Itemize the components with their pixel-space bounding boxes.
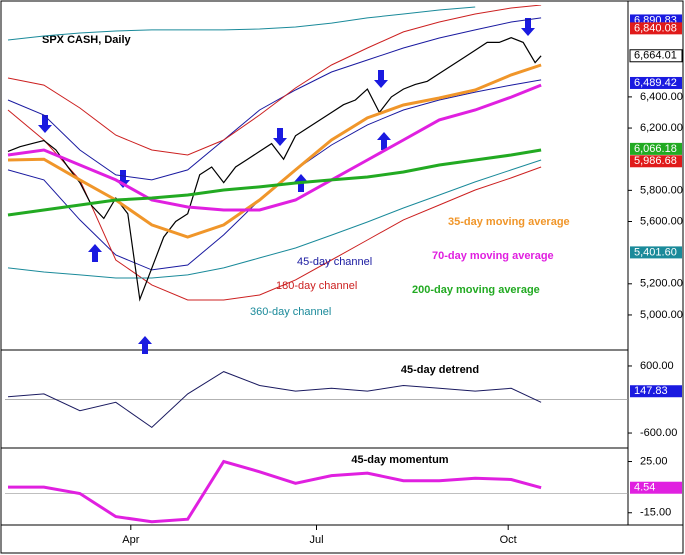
y-tick-label: 600.00 <box>640 360 674 372</box>
price-badge-label: 5,401.60 <box>634 246 677 258</box>
price-badge-label: 6,489.42 <box>634 77 677 89</box>
y-tick-label: 5,800.00 <box>640 184 683 196</box>
channel-label: 180-day channel <box>276 280 357 292</box>
channel-label: 45-day channel <box>297 256 372 268</box>
price-badge-label: 6,840.08 <box>634 22 677 34</box>
price-badge <box>630 155 682 168</box>
y-tick-label: 25.00 <box>640 455 668 467</box>
panel-title: 45-day detrend <box>401 364 479 376</box>
panel-title: 45-day momentum <box>351 454 448 466</box>
channel-upper <box>7 17 542 181</box>
channel-upper <box>7 6 476 41</box>
price-badge <box>629 49 683 63</box>
moving-average <box>7 83 542 212</box>
channel-label: 360-day channel <box>250 306 331 318</box>
x-tick-label: Apr <box>122 534 139 546</box>
price-badge <box>630 142 682 155</box>
price-badge-label: 147.83 <box>634 385 668 397</box>
series-label: 200-day moving average <box>412 284 540 296</box>
y-tick-label: -15.00 <box>640 507 671 519</box>
chart-title: SPX CASH, Daily <box>42 34 132 46</box>
channel-lower <box>7 109 542 301</box>
series-label: 70-day moving average <box>432 250 554 262</box>
price-badge <box>630 22 682 35</box>
plot-area <box>7 5 542 302</box>
y-tick-label: 5,600.00 <box>640 215 683 227</box>
channel-upper <box>7 5 542 156</box>
x-tick-label: Jul <box>309 534 323 546</box>
y-tick-label: -600.00 <box>640 427 677 439</box>
price-badge-label: 4.54 <box>634 482 655 494</box>
price-badge <box>630 481 682 494</box>
price-line <box>7 37 542 302</box>
detrend-line <box>7 371 542 429</box>
y-tick-label: 6,400.00 <box>640 91 683 103</box>
price-badge-label: 6,066.18 <box>634 143 677 155</box>
channel-lower <box>7 159 542 279</box>
price-badge-label: 6,664.01 <box>634 50 677 62</box>
price-badge <box>630 14 682 27</box>
y-tick-label: 5,200.00 <box>640 278 683 290</box>
price-badge <box>630 246 682 259</box>
series-label: 35-day moving average <box>448 216 570 228</box>
price-badge <box>630 385 682 398</box>
moving-average <box>7 148 542 217</box>
y-tick-label: 6,200.00 <box>640 122 683 134</box>
price-badge <box>630 76 682 89</box>
momentum-line <box>8 459 542 524</box>
y-tick-label: 5,000.00 <box>640 309 683 321</box>
price-badge-label: 5,986.68 <box>634 155 677 167</box>
x-tick-label: Oct <box>500 534 517 546</box>
